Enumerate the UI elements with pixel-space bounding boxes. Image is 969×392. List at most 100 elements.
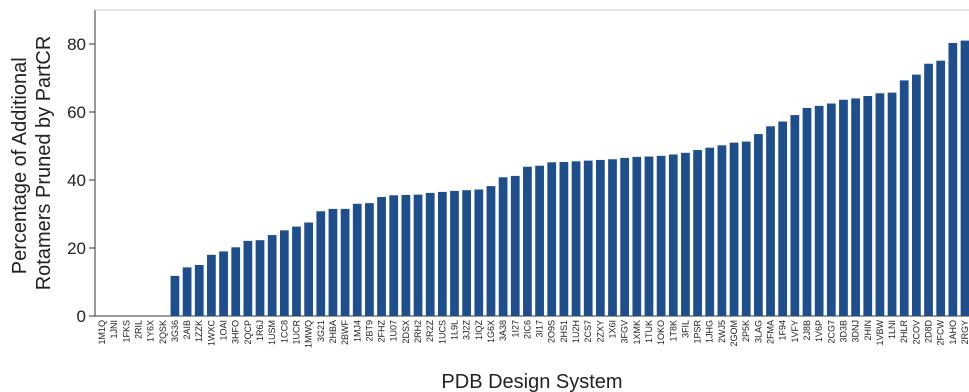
x-tick-label: 2FHZ — [377, 319, 387, 342]
x-tick-label: 3LAG — [753, 320, 763, 343]
bar-3d3b — [839, 99, 848, 316]
bar-2hs1 — [559, 161, 569, 316]
x-tick-label: 2GOM — [729, 320, 739, 347]
x-tick-label: 2CS7 — [583, 320, 593, 343]
x-tick-label: 1MJ4 — [352, 320, 362, 342]
x-tick-label: 1JNI — [109, 320, 119, 339]
x-tick-labels: 1M1Q 1JNI 1FKS 2RIL 1Y6X 2QSK 3G36 2AIB 1ZZK 1WXC… — [97, 319, 969, 348]
y-axis-title: Percentage of Additional Rotamers Pruned… — [9, 36, 55, 291]
x-tick-label: 1TUK — [644, 320, 654, 343]
bar-1i27 — [510, 175, 520, 316]
x-tick-label: 1JHG — [705, 320, 715, 343]
bar-1g6x — [486, 186, 496, 316]
x-tick-label: 2O9S — [547, 320, 557, 343]
y-tick-label: 0 — [77, 307, 86, 326]
bar-1wxc — [207, 254, 216, 316]
x-tick-label: 2QCP — [243, 320, 253, 345]
x-tick-label: 1X6I — [608, 320, 618, 339]
bar-3lag — [753, 134, 763, 316]
bar-2wj5 — [717, 145, 727, 316]
x-tick-label: 3I17 — [535, 320, 545, 338]
bar-3a38 — [498, 177, 508, 316]
x-tick-label: 2FMA — [766, 320, 776, 344]
bar-2aib — [182, 267, 192, 316]
bar-2cg7 — [826, 103, 836, 316]
bar-2fhz — [377, 197, 386, 316]
bar-2qcp — [243, 240, 253, 316]
x-tick-label: 1G6X — [486, 320, 496, 343]
x-tick-label: 3G36 — [170, 320, 180, 342]
bar-3g21 — [316, 211, 326, 316]
bar-2d8d — [924, 63, 933, 316]
bar-2zxy — [595, 159, 605, 316]
bar-1vbw — [875, 93, 885, 316]
bar-1oai — [219, 251, 228, 316]
x-tick-label: 1LNI — [887, 320, 897, 339]
bar-1usm — [267, 235, 277, 316]
x-tick-label: 3G21 — [316, 320, 326, 342]
x-tick-label: 1ZZK — [194, 320, 204, 342]
x-tick-label: 2ZXY — [595, 320, 605, 343]
x-tick-label: 2BT9 — [364, 320, 374, 342]
x-tick-label: 3HFO — [231, 320, 241, 344]
bar-2rgy — [960, 40, 969, 316]
x-tick-label: 1F94 — [778, 320, 788, 341]
x-tick-label: 2COV — [911, 320, 921, 345]
bar-1mwq — [304, 222, 314, 316]
bar-2hin — [863, 96, 873, 317]
x-tick-label: 2FCW — [936, 319, 946, 345]
x-tick-label: 3D3B — [838, 320, 848, 343]
x-tick-label: 2AIB — [182, 320, 192, 340]
x-tick-label: 3FGV — [620, 320, 630, 344]
x-tick-label: 1L9L — [449, 320, 459, 340]
bar-2p5k — [741, 141, 751, 316]
bar-1lni — [887, 92, 897, 317]
x-tick-label: 1Y6X — [146, 320, 156, 342]
bar-3fgv — [620, 157, 630, 316]
x-tick-label: 1UCS — [437, 320, 447, 344]
bar-2r2z — [425, 192, 435, 316]
x-tick-label: 2R2Z — [425, 320, 435, 343]
x-axis-title: PDB Design System — [441, 371, 622, 392]
bar-1tuk — [644, 156, 654, 316]
bar-2fcw — [936, 60, 946, 316]
y-tick-label: 80 — [67, 35, 86, 54]
x-tick-label: 2DSX — [401, 320, 411, 344]
bar-1oko — [656, 155, 666, 316]
bar-2bwf — [340, 208, 350, 316]
x-tick-label: 1VFY — [790, 320, 800, 343]
bar-2ic6 — [523, 166, 532, 316]
bar-1u2h — [571, 161, 581, 316]
x-tick-label: 2CG7 — [826, 320, 836, 344]
bar-2bt9 — [365, 203, 374, 316]
x-tick-label: 2J8B — [802, 320, 812, 341]
x-tick-label: 1VBW — [875, 320, 885, 346]
bar-1mj4 — [352, 203, 362, 316]
y-ticks: 0 20 40 60 80 — [67, 35, 95, 326]
bar-1x6i — [608, 159, 617, 316]
bar-1f94 — [778, 121, 788, 317]
y-tick-label: 20 — [67, 239, 86, 258]
bar-2o9s — [547, 162, 557, 316]
bar-2cov — [912, 74, 921, 316]
bar-1zzk — [194, 265, 204, 316]
x-tick-label: 3DNJ — [851, 320, 861, 343]
bar-1l9l — [450, 190, 459, 316]
x-tick-label: 1OAI — [219, 320, 229, 341]
x-tick-label: 2RGY — [960, 320, 969, 345]
bar-2cs7 — [583, 160, 593, 316]
bar-1aho — [948, 42, 958, 316]
bar-1r6j — [255, 240, 265, 316]
x-tick-label: 1UCR — [291, 320, 301, 345]
x-tick-label: 2BWF — [340, 320, 350, 346]
y-axis-title-line-2: Rotamers Pruned by PartCR — [33, 36, 55, 291]
x-tick-label: 1XMK — [632, 320, 642, 345]
x-tick-label: 3A38 — [498, 320, 508, 341]
x-tick-label: 3J2Z — [462, 320, 472, 341]
bar-1vfy — [790, 115, 800, 316]
x-tick-label: 1R6J — [255, 320, 265, 341]
bar-2dsx — [401, 194, 411, 316]
x-tick-label: 1MWQ — [304, 320, 314, 348]
bar-1psr — [693, 150, 702, 316]
